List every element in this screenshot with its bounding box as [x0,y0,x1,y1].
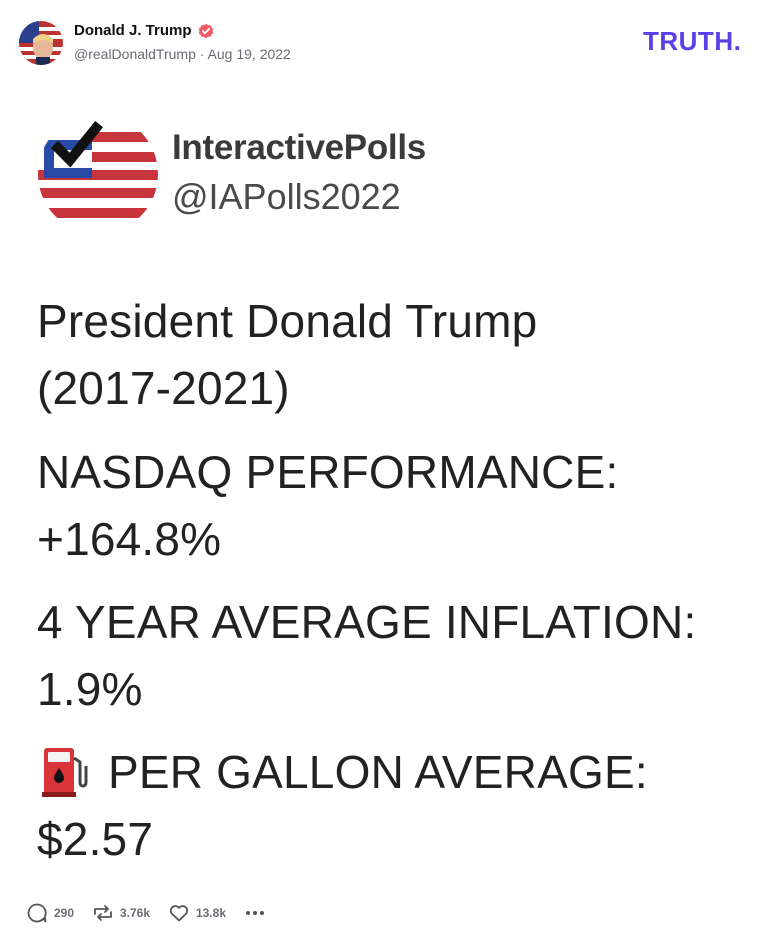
headline-line-2: (2017-2021) [37,362,290,414]
meta-separator: · [199,46,205,62]
retruth-button[interactable]: 3.76k [92,898,150,928]
fuel-pump-icon [42,744,88,798]
verified-icon [198,23,214,39]
truth-social-logo[interactable]: TRUTH. [643,26,757,59]
post-meta: @realDonaldTrump · Aug 19, 2022 [74,46,291,62]
reply-button[interactable]: 290 [26,898,74,928]
headline-line-1: President Donald Trump [37,295,538,347]
nasdaq-label: NASDAQ PERFORMANCE: [37,446,619,498]
post-date[interactable]: Aug 19, 2022 [207,46,291,62]
author-name[interactable]: Donald J. Trump [74,22,192,39]
more-icon [244,902,266,924]
poll-account-handle: @IAPolls2022 [172,176,401,217]
inflation-value: 1.9% [37,663,143,715]
inflation-label: 4 YEAR AVERAGE INFLATION: [37,596,697,648]
like-button[interactable]: 13.8k [168,898,226,928]
poll-account-name: InteractivePolls [172,128,426,167]
more-options-button[interactable] [244,898,266,928]
gas-price-value: $2.57 [37,813,154,865]
retruth-icon [92,902,114,924]
gas-price-label: PER GALLON AVERAGE: [108,746,648,798]
author-handle[interactable]: @realDonaldTrump [74,46,196,62]
nasdaq-value: +164.8% [37,513,222,565]
reply-icon [26,902,48,924]
post-actions: 290 3.76k 13.8k [0,898,777,930]
like-icon [168,902,190,924]
post-header: Donald J. Trump @realDonaldTrump · Aug 1… [0,0,777,80]
post-image[interactable]: InteractivePolls @IAPolls2022 President … [18,90,760,880]
reply-count: 290 [54,906,75,920]
avatar[interactable] [19,21,63,65]
retruth-count: 3.76k [120,906,151,920]
brand-text: TRUTH. [643,28,741,54]
like-count: 13.8k [196,906,227,920]
interactivepolls-logo [36,112,160,236]
